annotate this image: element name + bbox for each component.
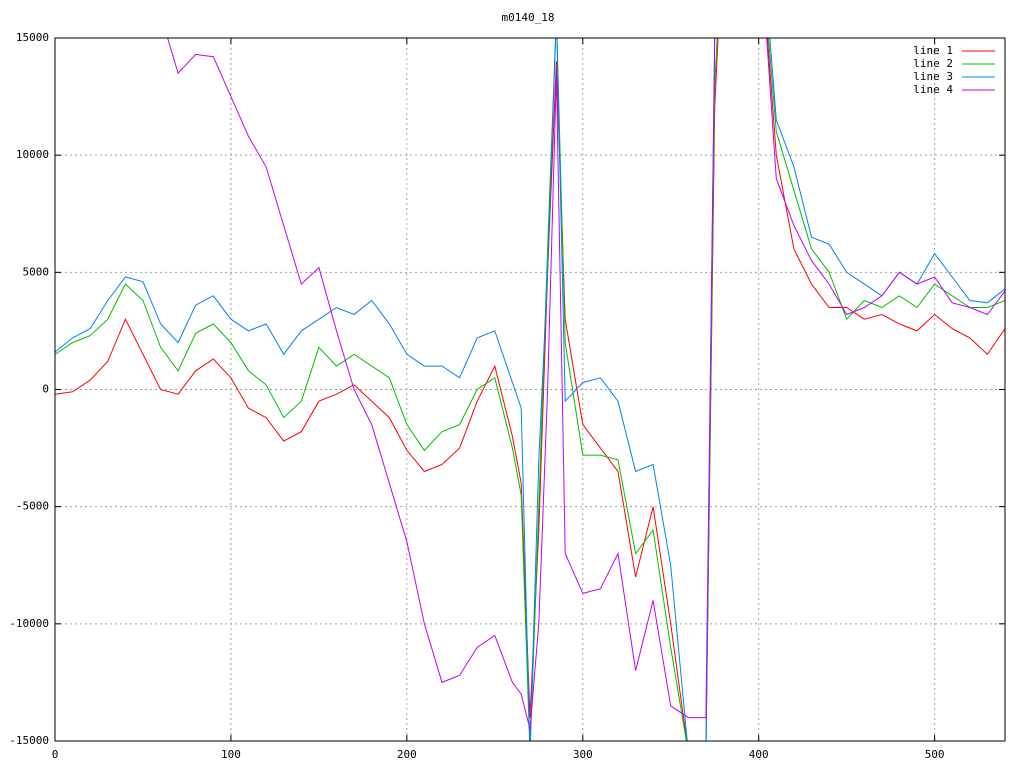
y-tick-label: -10000 (9, 617, 49, 630)
plot-area (55, 38, 1005, 741)
series-line (55, 38, 1005, 741)
series-line (167, 38, 1005, 730)
series-line (55, 38, 1005, 741)
legend-label: line 2 (913, 57, 953, 70)
y-tick-label: -5000 (16, 500, 49, 513)
y-tick-label: 0 (42, 383, 49, 396)
x-tick-label: 300 (573, 748, 593, 761)
legend-label: line 4 (913, 83, 953, 96)
x-tick-label: 400 (749, 748, 769, 761)
legend-label: line 1 (913, 44, 953, 57)
y-tick-label: -15000 (9, 734, 49, 747)
x-tick-label: 500 (925, 748, 945, 761)
chart-title: m0140_18 (502, 11, 555, 24)
series-line (55, 38, 1005, 741)
x-tick-label: 100 (221, 748, 241, 761)
x-tick-label: 200 (397, 748, 417, 761)
legend-label: line 3 (913, 70, 953, 83)
x-tick-label: 0 (52, 748, 59, 761)
y-tick-label: 10000 (16, 148, 49, 161)
plot-frame (54, 37, 1006, 742)
y-tick-label: 5000 (23, 265, 50, 278)
y-tick-label: 15000 (16, 31, 49, 44)
